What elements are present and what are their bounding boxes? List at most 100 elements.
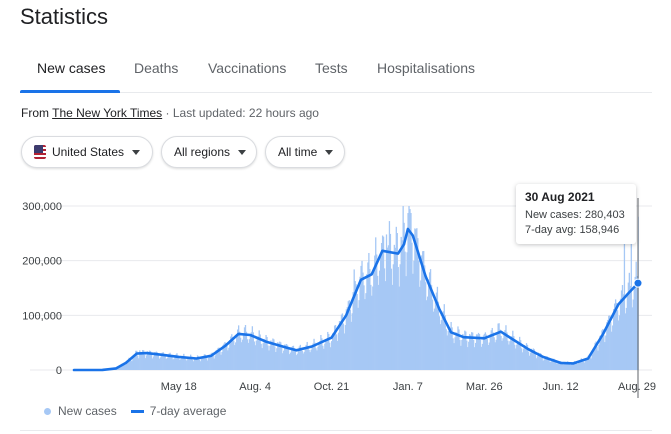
y-tick-label: 0 xyxy=(56,365,62,377)
legend-line-swatch xyxy=(130,409,144,413)
daily-case-bar xyxy=(366,274,368,370)
source-link[interactable]: The New York Times xyxy=(52,106,163,120)
daily-case-bar xyxy=(619,298,622,370)
daily-case-bar xyxy=(372,286,374,370)
daily-case-bar xyxy=(595,341,597,370)
time-range-dropdown[interactable]: All time xyxy=(265,136,345,168)
daily-case-bar xyxy=(284,344,286,370)
daily-case-bar xyxy=(295,355,298,370)
daily-case-bar xyxy=(259,334,261,370)
daily-case-bar xyxy=(118,367,120,370)
daily-case-bar xyxy=(502,338,504,370)
daily-case-bar xyxy=(476,334,479,370)
daily-case-bar xyxy=(203,354,206,370)
daily-case-bar xyxy=(133,355,135,370)
daily-case-bar xyxy=(327,331,329,370)
daily-case-bar xyxy=(374,255,376,370)
daily-case-bar xyxy=(545,356,547,370)
daily-case-bar xyxy=(205,358,207,370)
tab-new-cases[interactable]: New cases xyxy=(37,60,106,76)
daily-case-bar xyxy=(157,355,160,370)
daily-case-bar xyxy=(422,251,424,370)
country-dropdown[interactable]: United States xyxy=(21,136,153,168)
daily-case-bar xyxy=(355,284,357,370)
daily-case-bar xyxy=(573,361,576,370)
region-dropdown[interactable]: All regions xyxy=(161,136,257,168)
daily-case-bar xyxy=(350,321,352,370)
daily-case-bar xyxy=(507,340,509,370)
daily-case-bar xyxy=(175,354,177,370)
tab-hospitalisations[interactable]: Hospitalisations xyxy=(377,60,476,76)
daily-case-bar xyxy=(292,345,295,370)
daily-case-bar xyxy=(340,314,343,370)
active-tab-indicator xyxy=(20,90,120,93)
daily-case-bar xyxy=(169,352,171,370)
daily-case-bar xyxy=(145,355,148,370)
daily-case-bar xyxy=(551,359,553,370)
daily-case-bar xyxy=(602,328,604,370)
daily-case-bar xyxy=(611,331,613,370)
daily-case-bar xyxy=(457,326,459,370)
stats-tabs: New cases Deaths Vaccinations Tests Hosp… xyxy=(20,52,652,93)
daily-case-bar xyxy=(172,359,174,370)
last-updated: · Last updated: 22 hours ago xyxy=(165,106,319,120)
daily-case-bar xyxy=(632,299,634,370)
daily-case-bar xyxy=(249,334,252,370)
daily-case-bar xyxy=(489,334,491,370)
daily-case-bar xyxy=(117,367,119,370)
country-label: United States xyxy=(51,145,124,159)
daily-case-bar xyxy=(211,352,213,370)
daily-case-bar xyxy=(438,316,441,370)
daily-case-bar xyxy=(310,349,312,370)
daily-case-bar xyxy=(494,342,496,370)
daily-case-bar xyxy=(401,240,403,370)
daily-case-bar xyxy=(131,361,133,370)
daily-case-bar xyxy=(614,299,617,370)
daily-case-bar xyxy=(251,326,254,370)
daily-case-bar xyxy=(486,339,489,370)
chart-legend: New cases 7-day average xyxy=(44,404,226,418)
daily-case-bar xyxy=(208,354,210,370)
tab-tests[interactable]: Tests xyxy=(315,60,348,76)
daily-case-bar xyxy=(548,359,550,370)
daily-case-bar xyxy=(557,363,559,370)
daily-case-bar xyxy=(328,333,330,370)
daily-case-bar xyxy=(566,362,568,370)
daily-case-bar xyxy=(247,342,250,370)
daily-case-bar xyxy=(629,285,631,370)
daily-case-bar xyxy=(303,351,305,370)
daily-case-bar xyxy=(478,334,481,370)
daily-case-bar xyxy=(562,363,564,370)
daily-case-bar xyxy=(505,325,507,370)
daily-case-bar xyxy=(584,360,586,370)
daily-case-bar xyxy=(622,294,625,370)
daily-case-bar xyxy=(181,357,183,370)
daily-case-bar xyxy=(534,354,536,370)
cases-chart[interactable]: 300,000 200,000 100,000 0 May 18 Aug. 4 Oct. 2… xyxy=(0,180,671,402)
daily-case-bar xyxy=(434,298,437,370)
tooltip-average: 7-day avg: 158,946 xyxy=(525,223,627,238)
daily-case-bar xyxy=(237,329,239,370)
daily-case-bar xyxy=(473,347,476,370)
daily-case-bar xyxy=(585,358,587,370)
daily-case-bar xyxy=(254,345,256,370)
daily-case-bar xyxy=(618,315,621,370)
tab-deaths[interactable]: Deaths xyxy=(134,60,179,76)
daily-case-bar xyxy=(346,307,348,370)
daily-case-bar xyxy=(236,334,238,370)
daily-case-bar xyxy=(123,364,125,370)
daily-case-bar xyxy=(195,357,198,370)
daily-case-bar xyxy=(171,357,173,370)
tab-vaccinations[interactable]: Vaccinations xyxy=(208,60,287,76)
daily-case-bar xyxy=(132,358,134,370)
daily-case-bar xyxy=(423,251,425,370)
daily-case-bar xyxy=(417,238,419,370)
daily-case-bar xyxy=(197,356,200,370)
daily-case-bar xyxy=(466,340,468,370)
daily-case-bar xyxy=(614,303,616,370)
daily-case-bar xyxy=(125,363,127,370)
daily-case-bar xyxy=(187,359,189,370)
daily-case-bar xyxy=(520,348,523,370)
daily-case-bar xyxy=(311,346,313,370)
daily-case-bar xyxy=(182,355,184,370)
